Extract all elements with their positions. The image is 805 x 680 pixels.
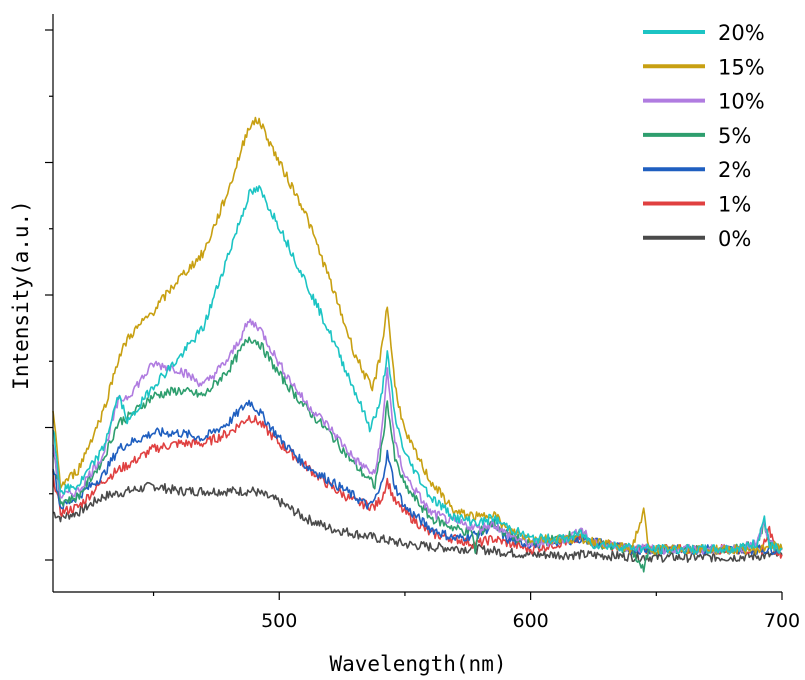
- legend-item-5pct: 5%: [643, 124, 751, 148]
- y-axis-title: Intensity(a.u.): [9, 200, 33, 390]
- legend-item-2pct: 2%: [643, 158, 751, 182]
- legend-item-15pct: 15%: [643, 55, 765, 79]
- legend-item-20pct: 20%: [643, 21, 765, 45]
- x-tick-label: 500: [261, 610, 297, 632]
- legend-item-10pct: 10%: [643, 90, 765, 114]
- legend-label: 0%: [718, 227, 751, 251]
- x-tick-label: 600: [512, 610, 548, 632]
- series-line-10pct: [52, 318, 783, 555]
- legend-item-0pct: 0%: [643, 227, 751, 251]
- legend-label: 20%: [718, 21, 765, 45]
- axes: [52, 14, 782, 593]
- x-axis-title: Wavelength(nm): [329, 652, 506, 676]
- x-tick-label: 700: [764, 610, 800, 632]
- series-line-2pct: [52, 399, 783, 555]
- legend-label: 2%: [718, 158, 751, 182]
- legend: 20% 15% 10% 5% 2% 1% 0%: [643, 21, 765, 251]
- legend-label: 5%: [718, 124, 751, 148]
- legend-label: 10%: [718, 90, 765, 114]
- series-line-20pct: [52, 185, 783, 555]
- plot-lines: [52, 116, 783, 573]
- series-line-0pct: [52, 481, 783, 563]
- legend-label: 15%: [718, 55, 765, 79]
- legend-item-1pct: 1%: [643, 193, 751, 217]
- ticks: 500 600 700: [45, 29, 800, 632]
- series-line-15pct: [52, 116, 783, 555]
- legend-label: 1%: [718, 193, 751, 217]
